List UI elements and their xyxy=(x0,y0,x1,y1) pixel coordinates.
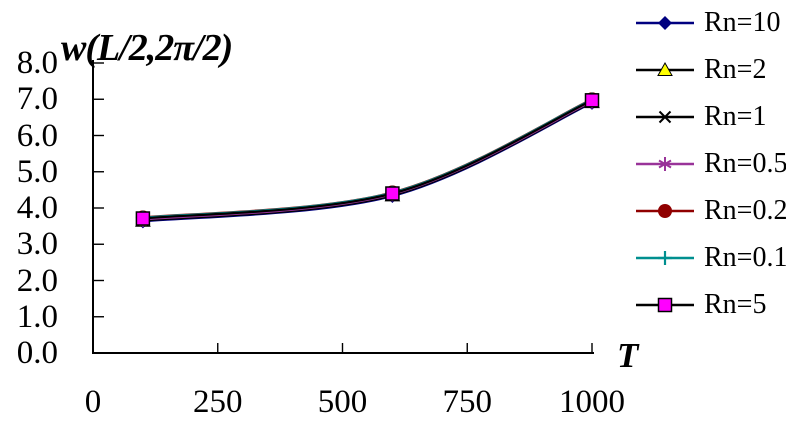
legend-item: Rn=0.5 xyxy=(628,149,786,179)
y-tick-label: 3.0 xyxy=(16,226,58,263)
legend-label: Rn=0.2 xyxy=(704,195,786,226)
marker-square-icon xyxy=(135,211,151,226)
series-line xyxy=(142,101,593,223)
legend-marker-circle-icon xyxy=(636,204,694,218)
marker-triangle-icon xyxy=(657,61,673,76)
series-line xyxy=(142,101,593,222)
marker-square-icon xyxy=(385,186,400,201)
y-tick-label: 2.0 xyxy=(16,262,58,299)
legend-item: Rn=0.2 xyxy=(628,196,786,226)
marker-diamond-icon xyxy=(658,16,672,30)
x-tick-label: 0 xyxy=(84,384,102,420)
legend-label: Rn=1 xyxy=(704,101,767,132)
legend-item: Rn=5 xyxy=(628,290,766,320)
x-tick-label: 500 xyxy=(317,384,368,420)
marker-x-icon xyxy=(658,110,672,124)
legend-label: Rn=10 xyxy=(704,7,781,38)
legend-item: Rn=0.1 xyxy=(628,243,786,273)
x-axis-title: T xyxy=(617,336,639,375)
legend-marker-square-icon xyxy=(636,297,694,313)
legend-marker-asterisk-icon xyxy=(636,157,694,171)
legend-item: Rn=2 xyxy=(628,55,766,85)
legend-label: Rn=5 xyxy=(704,289,767,320)
marker-circle-icon xyxy=(658,204,672,218)
y-tick-label: 4.0 xyxy=(16,190,58,226)
marker-asterisk-icon xyxy=(658,157,672,171)
x-tick-label: 750 xyxy=(442,384,493,420)
y-tick-label: 6.0 xyxy=(16,117,58,154)
y-tick-label: 7.0 xyxy=(16,81,58,118)
legend-marker-plus-icon xyxy=(636,251,694,265)
y-axis-title: w(L/2,2π/2) xyxy=(61,27,233,69)
marker-square-icon xyxy=(584,93,600,108)
marker-plus-icon xyxy=(658,251,672,265)
x-tick-label: 1000 xyxy=(559,384,625,420)
legend-marker-diamond-icon xyxy=(636,16,694,30)
x-tick-label: 250 xyxy=(193,384,243,420)
marker-square-icon xyxy=(657,297,673,313)
y-tick-label: 1.0 xyxy=(16,298,58,335)
legend-label: Rn=2 xyxy=(704,54,767,85)
y-tick-label: 5.0 xyxy=(16,153,58,190)
legend-marker-triangle-icon xyxy=(636,61,694,76)
legend-label: Rn=0.5 xyxy=(704,148,786,179)
legend-marker-x-icon xyxy=(636,110,694,124)
legend-item: Rn=1 xyxy=(628,102,766,132)
y-tick-label: 8.0 xyxy=(16,45,58,81)
y-tick-label: 0.0 xyxy=(16,335,58,371)
legend-item: Rn=10 xyxy=(628,8,780,38)
legend-label: Rn=0.1 xyxy=(704,242,786,273)
